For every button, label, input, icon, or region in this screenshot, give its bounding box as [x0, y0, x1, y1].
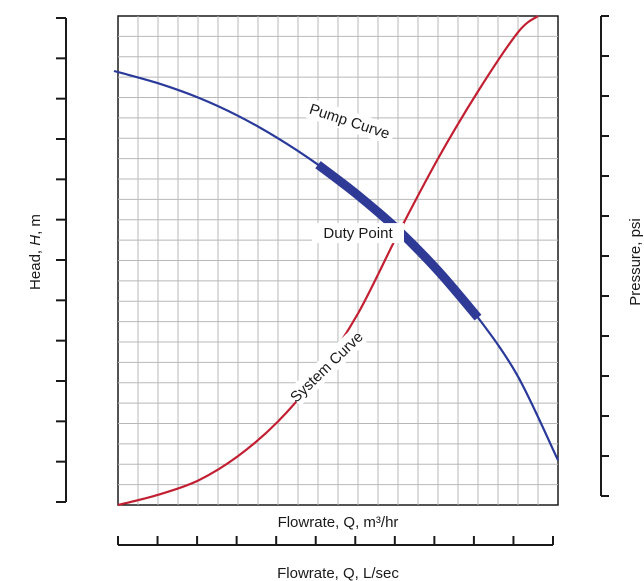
- annotation-background: [312, 223, 404, 244]
- series-line-system-curve: [117, 15, 539, 507]
- y-axis-label-part-1: Head,: [27, 246, 44, 290]
- y-axis-label: Head, H, m: [27, 214, 44, 290]
- y-axis-label-part-3: , m: [27, 214, 44, 235]
- grid: [118, 16, 558, 505]
- annotation-background: [286, 327, 367, 407]
- x2-axis-label: Flowrate, Q, L/sec: [277, 565, 399, 581]
- annotation-duty-point: Duty Point: [323, 225, 393, 242]
- annotation-background: [302, 97, 397, 145]
- x-axis-label: Flowrate, Q, m³/hr: [278, 514, 399, 531]
- y2-axis-label: Pressure, psi: [627, 218, 644, 306]
- y-axis-label-symbol: H: [27, 235, 44, 246]
- axes: [56, 15, 609, 546]
